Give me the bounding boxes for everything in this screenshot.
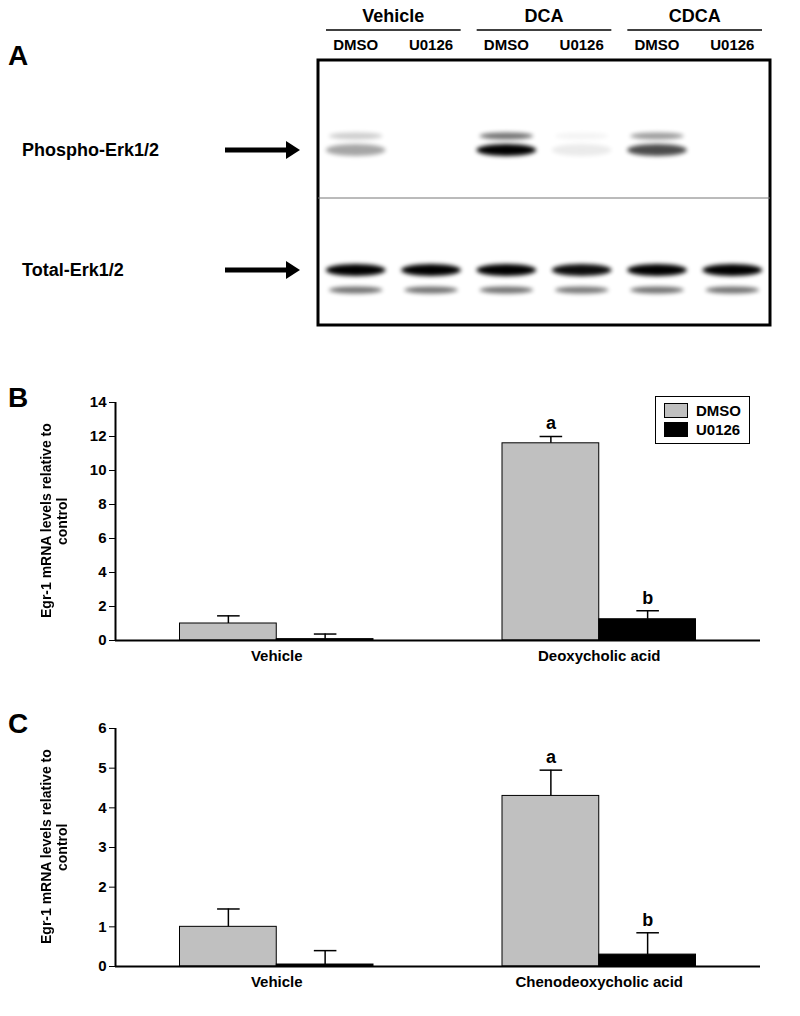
svg-text:DMSO: DMSO: [484, 36, 529, 53]
svg-text:2: 2: [98, 597, 106, 614]
svg-text:Vehicle: Vehicle: [251, 647, 303, 664]
svg-text:4: 4: [98, 799, 107, 816]
svg-text:U0126: U0126: [710, 36, 754, 53]
svg-text:b: b: [642, 588, 653, 608]
svg-text:2: 2: [98, 878, 106, 895]
svg-text:3: 3: [98, 838, 106, 855]
svg-text:10: 10: [90, 461, 107, 478]
html-text:A: A: [8, 40, 29, 71]
html-text:C: C: [8, 708, 29, 739]
svg-text:b: b: [642, 910, 653, 930]
svg-text:Phospho-Erk1/2: Phospho-Erk1/2: [22, 140, 159, 160]
html-text:U0126: U0126: [696, 421, 741, 438]
svg-text:6: 6: [98, 719, 106, 736]
svg-text:14: 14: [90, 393, 107, 410]
svg-text:Vehicle: Vehicle: [362, 6, 424, 26]
svg-text:DMSO: DMSO: [333, 36, 378, 53]
svg-text:a: a: [546, 747, 557, 767]
svg-text:Chenodeoxycholic acid: Chenodeoxycholic acid: [515, 973, 683, 990]
svg-text:12: 12: [90, 427, 107, 444]
svg-text:U0126: U0126: [409, 36, 453, 53]
html-text:Egr-1 mRNA levels relative to: Egr-1 mRNA levels relative to control: [38, 749, 70, 945]
svg-text:5: 5: [98, 759, 106, 776]
svg-text:Total-Erk1/2: Total-Erk1/2: [22, 260, 124, 280]
svg-text:Deoxycholic acid: Deoxycholic acid: [538, 647, 661, 664]
svg-text:0: 0: [98, 631, 106, 648]
svg-text:6: 6: [98, 529, 106, 546]
svg-text:CDCA: CDCA: [669, 6, 721, 26]
svg-text:DCA: DCA: [525, 6, 564, 26]
svg-text:8: 8: [98, 495, 106, 512]
html-text:Egr-1 mRNA levels relative to: Egr-1 mRNA levels relative to control: [38, 423, 70, 619]
svg-text:a: a: [546, 413, 557, 433]
svg-text:DMSO: DMSO: [635, 36, 680, 53]
svg-text:4: 4: [98, 563, 107, 580]
svg-text:U0126: U0126: [560, 36, 604, 53]
svg-text:0: 0: [98, 957, 106, 974]
html-text:DMSO: DMSO: [696, 402, 741, 419]
svg-text:Vehicle: Vehicle: [251, 973, 303, 990]
svg-text:1: 1: [98, 918, 106, 935]
html-text:B: B: [8, 382, 29, 413]
